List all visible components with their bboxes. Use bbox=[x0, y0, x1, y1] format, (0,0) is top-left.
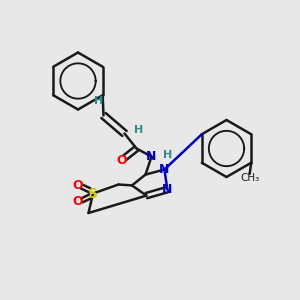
Text: O: O bbox=[72, 178, 83, 192]
Text: O: O bbox=[72, 195, 83, 208]
Text: N: N bbox=[159, 163, 170, 176]
Text: H: H bbox=[164, 150, 172, 160]
Text: O: O bbox=[116, 154, 127, 167]
Text: N: N bbox=[162, 183, 172, 196]
Text: H: H bbox=[134, 125, 143, 135]
Text: N: N bbox=[146, 150, 157, 163]
Text: H: H bbox=[94, 96, 103, 106]
Text: CH₃: CH₃ bbox=[240, 173, 259, 183]
Text: S: S bbox=[88, 187, 98, 200]
